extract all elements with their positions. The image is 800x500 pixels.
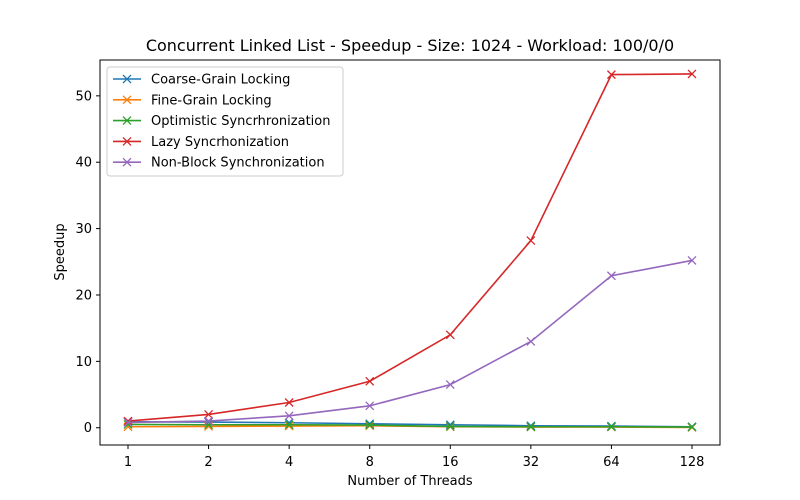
data-point <box>284 421 294 431</box>
legend-item: Non-Block Synchronization <box>113 156 325 171</box>
series-line <box>127 423 693 428</box>
data-point <box>526 336 536 346</box>
data-point <box>606 70 616 80</box>
x-tick-label: 16 <box>442 455 459 470</box>
x-tick-label: 8 <box>366 455 374 470</box>
series-line <box>127 73 693 422</box>
x-tick-label: 128 <box>680 455 705 470</box>
y-axis-label: Speedup <box>53 223 68 280</box>
data-point <box>365 376 375 386</box>
data-point <box>526 236 536 246</box>
y-tick-label: 30 <box>75 222 92 237</box>
data-point <box>526 421 536 431</box>
x-tick-label: 2 <box>204 455 212 470</box>
data-point <box>687 256 697 265</box>
y-tick-label: 0 <box>84 421 92 436</box>
data-point <box>204 420 214 430</box>
legend-item: Optimistic Syncrhronization <box>113 114 330 129</box>
data-point <box>445 380 455 390</box>
legend-box <box>106 66 344 177</box>
data-point <box>606 422 616 432</box>
legend-label: Optimistic Syncrhronization <box>151 114 330 129</box>
data-point <box>687 69 697 79</box>
data-point <box>365 401 375 411</box>
data-point <box>123 416 133 426</box>
y-tick-label: 40 <box>75 156 92 171</box>
data-point <box>606 271 616 281</box>
data-point <box>284 420 294 430</box>
y-axis: 0 10 20 30 40 50 <box>75 89 100 436</box>
data-point <box>526 422 536 432</box>
data-point <box>445 330 455 340</box>
y-tick-label: 50 <box>75 89 92 104</box>
x-tick-label: 4 <box>285 455 293 470</box>
data-point <box>687 422 697 432</box>
data-point <box>284 398 294 407</box>
data-point <box>123 417 133 427</box>
legend-label: Fine-Grain Locking <box>151 93 272 108</box>
data-point <box>365 420 375 430</box>
x-tick-label: 64 <box>603 455 620 470</box>
legend-label: Non-Block Synchronization <box>151 156 325 171</box>
data-point <box>284 411 294 421</box>
x-tick-label: 32 <box>523 455 540 470</box>
legend-item: Fine-Grain Locking <box>113 93 272 108</box>
data-point <box>204 410 214 419</box>
x-axis: 1 2 4 8 16 32 64 128 <box>124 445 705 470</box>
x-tick-label: 1 <box>124 455 132 470</box>
data-point <box>445 421 455 431</box>
y-tick-label: 10 <box>75 355 92 370</box>
series-layer <box>123 69 697 432</box>
series-line <box>127 259 693 424</box>
y-tick-label: 20 <box>75 288 92 303</box>
chart-title: Concurrent Linked List - Speedup - Size:… <box>146 36 674 55</box>
legend-item: Coarse-Grain Locking <box>113 73 290 88</box>
legend-item: Lazy Syncrhonization <box>113 135 289 150</box>
x-axis-label: Number of Threads <box>347 474 472 489</box>
data-point <box>204 416 214 426</box>
legend-label: Coarse-Grain Locking <box>151 73 290 88</box>
legend: Coarse-Grain Locking Fine-Grain Locking Op… <box>106 66 344 177</box>
legend-label: Lazy Syncrhonization <box>151 135 289 150</box>
plot-frame <box>99 59 721 446</box>
